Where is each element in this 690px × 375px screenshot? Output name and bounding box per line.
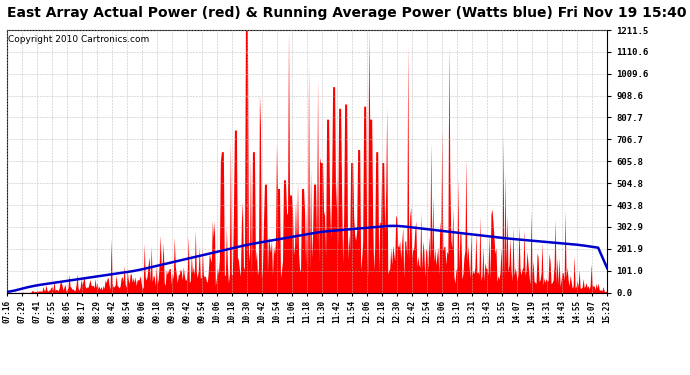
Text: Copyright 2010 Cartronics.com: Copyright 2010 Cartronics.com xyxy=(8,35,149,44)
Text: East Array Actual Power (red) & Running Average Power (Watts blue) Fri Nov 19 15: East Array Actual Power (red) & Running … xyxy=(7,6,687,20)
